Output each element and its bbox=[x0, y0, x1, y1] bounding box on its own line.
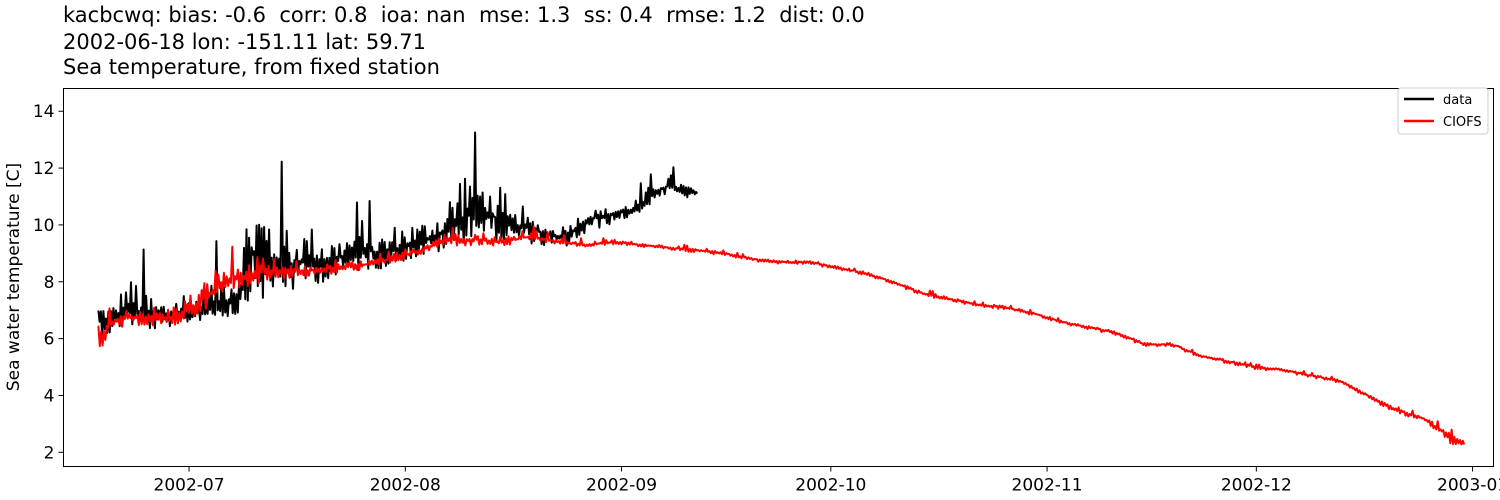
y-axis-label: Sea water temperature [C] bbox=[4, 163, 24, 391]
legend: data CIOFS bbox=[1397, 87, 1489, 135]
y-tick-label: 8 bbox=[44, 273, 55, 293]
y-tick-label: 4 bbox=[44, 386, 55, 406]
x-tick-label: 2002-07 bbox=[154, 476, 225, 496]
x-tick-label: 2002-09 bbox=[586, 476, 657, 496]
y-axis: 2 4 6 8 10 12 14 bbox=[33, 102, 64, 463]
chart-title-description: Sea temperature, from fixed station bbox=[63, 55, 440, 79]
plot-frame bbox=[63, 88, 1494, 467]
x-tick-label: 2002-12 bbox=[1221, 476, 1292, 496]
legend-label-ciofs: CIOFS bbox=[1443, 115, 1482, 130]
x-tick-label: 2003-01 bbox=[1437, 476, 1500, 496]
x-tick-label: 2002-10 bbox=[795, 476, 866, 496]
chart-title-metrics: kacbcwq: bias: -0.6 corr: 0.8 ioa: nan m… bbox=[63, 3, 865, 27]
plot-series-group bbox=[97, 131, 1466, 446]
y-tick-label: 6 bbox=[44, 330, 55, 350]
legend-label-data: data bbox=[1443, 93, 1472, 108]
y-tick-label: 12 bbox=[33, 159, 55, 179]
y-tick-label: 10 bbox=[33, 216, 55, 236]
x-tick-label: 2002-08 bbox=[370, 476, 441, 496]
x-tick-label: 2002-11 bbox=[1012, 476, 1083, 496]
y-tick-label: 14 bbox=[33, 102, 55, 122]
series-line-ciofs bbox=[97, 225, 1466, 446]
x-axis: 2002-07 2002-08 2002-09 2002-10 2002-11 2002-… bbox=[154, 466, 1500, 496]
y-tick-label: 2 bbox=[44, 443, 55, 463]
chart-title-location: 2002-06-18 lon: -151.11 lat: 59.71 bbox=[63, 30, 426, 54]
